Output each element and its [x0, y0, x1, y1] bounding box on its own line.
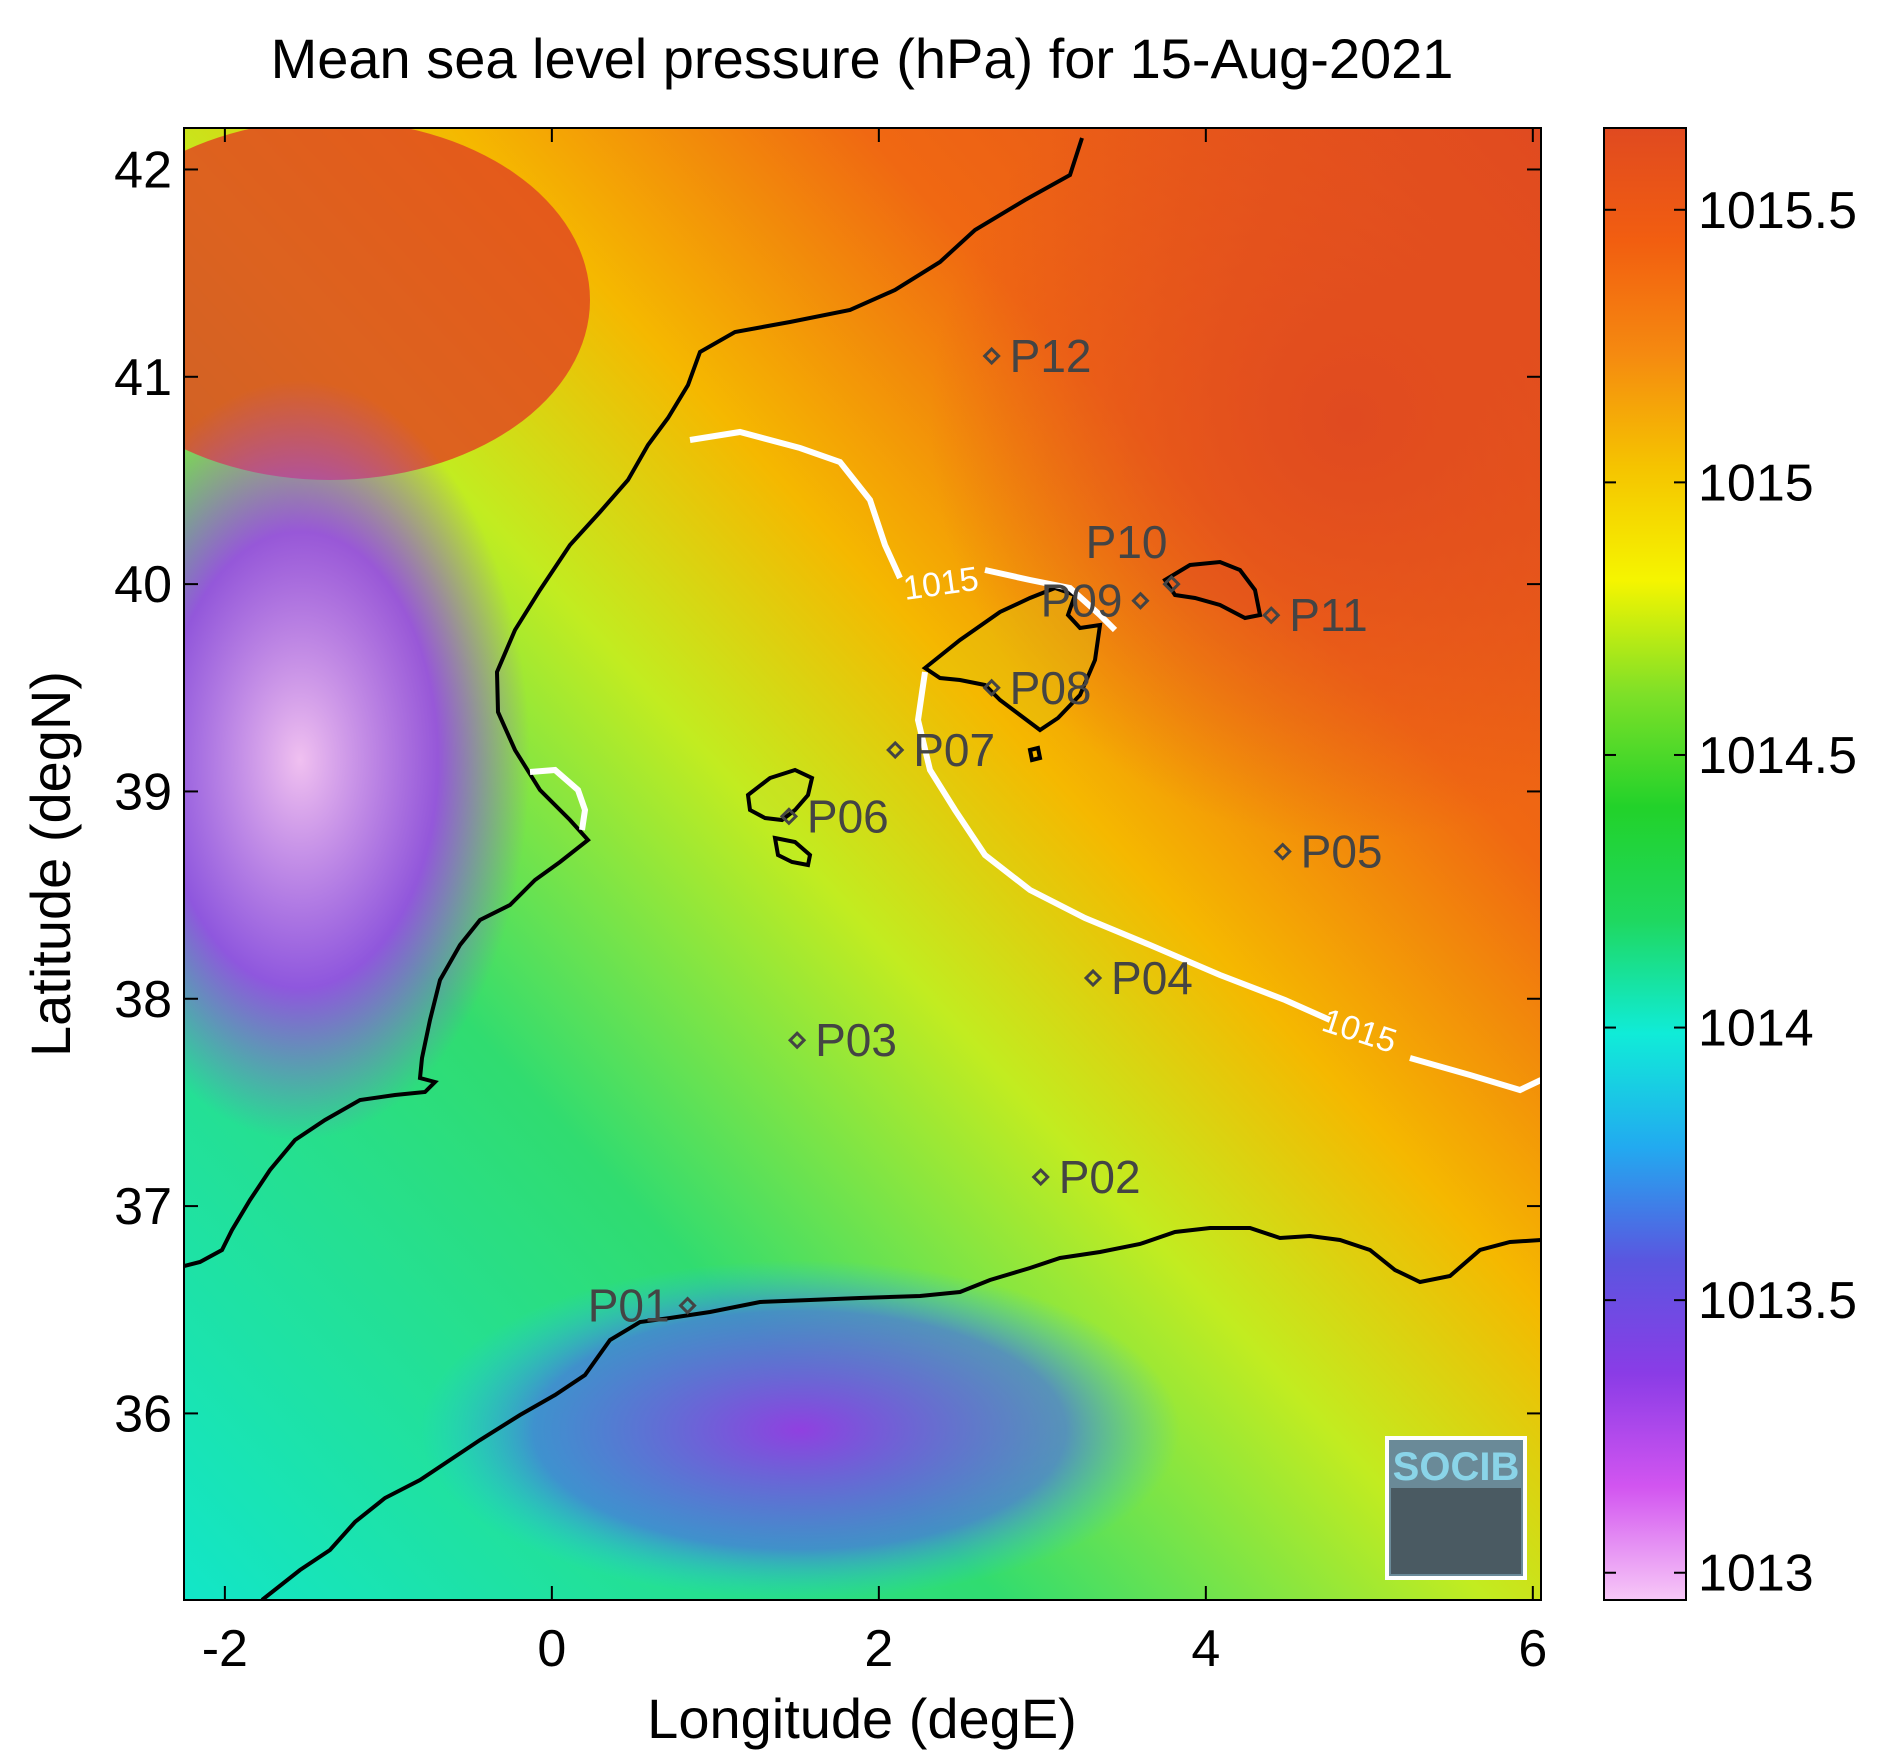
socib-logo-text: SOCIB [1393, 1445, 1520, 1489]
mallorca-coastline [921, 585, 1103, 733]
y-axis: 36 37 38 39 40 41 42 [114, 141, 1541, 1443]
contour-1015-small-line [529, 766, 589, 831]
colorbar-tick-label: 1014.5 [1698, 727, 1857, 785]
station-label: P07 [913, 724, 995, 776]
station-label: P02 [1059, 1151, 1141, 1203]
y-axis-label: Latitude (degN) [19, 671, 82, 1057]
station-label: P05 [1301, 826, 1383, 878]
colorbar-tick-label: 1014 [1698, 1000, 1814, 1058]
station-marker-icon [1131, 591, 1150, 610]
station-p06[interactable]: P06 [779, 790, 889, 842]
station-marker-icon [1083, 968, 1103, 988]
station-label: P12 [1010, 330, 1092, 382]
station-label: P01 [588, 1280, 670, 1332]
y-tick-label: 42 [114, 141, 172, 199]
station-label: P03 [815, 1014, 897, 1066]
x-tick-label: 6 [1518, 1620, 1547, 1678]
station-p07[interactable]: P07 [886, 724, 995, 776]
y-tick-label: 36 [114, 1385, 172, 1443]
y-tick-label: 39 [114, 763, 172, 821]
map-plot-area: 1015 1015 SOCIB [184, 128, 1541, 1600]
colorbar-tick-label: 1015.5 [1698, 182, 1857, 240]
station-label: P08 [1010, 662, 1092, 714]
station-p04[interactable]: P04 [1083, 952, 1193, 1004]
station-marker-icon [1273, 842, 1292, 861]
menorca-coastline [1162, 559, 1263, 621]
station-markers: P01 P02 P03 P04 P05 P06 P07 P08 P09 P10 P11 P12 [588, 330, 1383, 1332]
high-pressure-zone [930, 128, 1541, 840]
low-pressure-africa-zone [420, 1260, 1180, 1600]
colorbar-tick-label: 1013.5 [1698, 1272, 1857, 1330]
station-p12[interactable]: P12 [982, 330, 1092, 382]
y-tick-label: 41 [114, 349, 172, 407]
station-marker-icon [886, 740, 905, 760]
station-marker-icon [1262, 606, 1281, 625]
station-label: P04 [1111, 952, 1193, 1004]
station-p01[interactable]: P01 [588, 1280, 697, 1332]
x-tick-label: 0 [537, 1620, 566, 1678]
station-p08[interactable]: P08 [982, 662, 1092, 714]
station-p05[interactable]: P05 [1273, 826, 1383, 878]
y-tick-label: 37 [114, 1178, 172, 1236]
station-p09[interactable]: P09 [1041, 575, 1150, 627]
socib-logo: SOCIB [1385, 1436, 1527, 1580]
station-label: P11 [1289, 589, 1367, 641]
x-axis: -2 0 2 4 6 [202, 128, 1547, 1678]
station-marker-icon [982, 678, 1001, 697]
colorbar-tick-label: 1013 [1698, 1545, 1814, 1603]
station-p02[interactable]: P02 [1031, 1151, 1141, 1203]
low-pressure-iberia-zone [184, 380, 530, 1140]
colorbar-tick-label: 1015 [1698, 454, 1814, 512]
station-p10[interactable]: P10 [1086, 516, 1181, 594]
station-marker-icon [678, 1296, 697, 1315]
socib-logo-water [1391, 1488, 1521, 1574]
ibiza-coastline [745, 767, 815, 823]
station-marker-icon [1162, 574, 1181, 594]
colorbar-ticks: 1013 1013.5 1014 1014.5 1015 1015.5 [1604, 182, 1857, 1603]
contour-1015-line [689, 428, 1541, 1094]
map-frame [183, 127, 1542, 1601]
x-tick-label: 4 [1191, 1620, 1220, 1678]
formentera-coastline [772, 835, 813, 868]
iberia-coastline [184, 137, 1084, 1268]
cabrera-coastline [1027, 745, 1043, 763]
x-tick-label: 2 [864, 1620, 893, 1678]
station-marker-icon [787, 1031, 807, 1050]
station-p11[interactable]: P11 [1262, 589, 1368, 641]
station-p03[interactable]: P03 [787, 1014, 897, 1066]
y-tick-label: 40 [114, 556, 172, 614]
colorbar [1603, 127, 1687, 1601]
x-axis-label: Longitude (degE) [647, 1687, 1077, 1750]
africa-coastline [260, 1226, 1541, 1600]
station-label: P10 [1086, 516, 1168, 568]
y-tick-label: 38 [114, 971, 172, 1029]
station-label: P09 [1041, 575, 1123, 627]
chart-title: Mean sea level pressure (hPa) for 15-Aug… [271, 27, 1454, 90]
x-tick-label: -2 [202, 1620, 248, 1678]
station-marker-icon [1031, 1167, 1050, 1187]
station-label: P06 [807, 790, 889, 842]
station-marker-icon [982, 346, 1001, 366]
station-marker-icon [779, 807, 799, 826]
